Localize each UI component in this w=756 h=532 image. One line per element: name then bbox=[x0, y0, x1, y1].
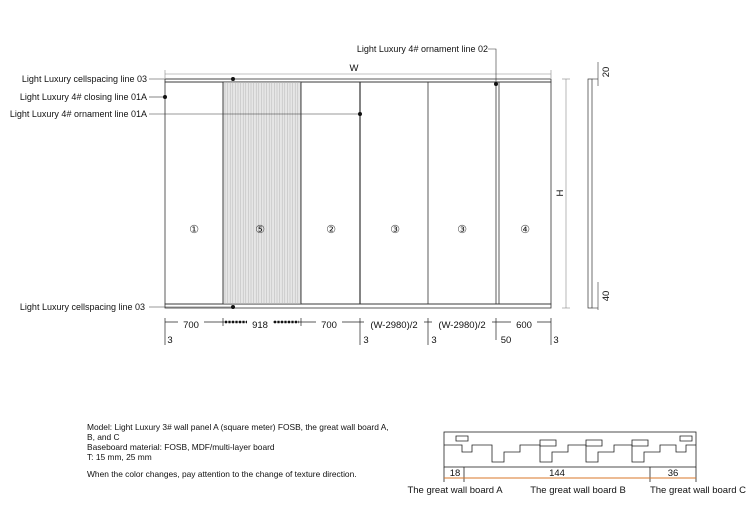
panel-number-4: ④ bbox=[520, 223, 530, 236]
section-dim-144: 144 bbox=[549, 468, 565, 479]
callout-cellspacing-line-top: Light Luxury cellspacing line 03 bbox=[22, 74, 147, 84]
top-cellspacing-strip bbox=[164, 78, 552, 83]
spec-notes: Model: Light Luxury 3# wall panel A (squ… bbox=[87, 422, 437, 479]
gap-dim-5: 3 bbox=[553, 335, 558, 346]
board-c-label: The great wall board C bbox=[650, 485, 746, 496]
dim-600: 600 bbox=[516, 320, 532, 331]
callout-closing-line: Light Luxury 4# closing line 01A bbox=[20, 92, 147, 102]
panel-number-3b: ③ bbox=[457, 223, 467, 236]
gap-dim-1: 3 bbox=[167, 335, 172, 346]
gap-dim-3: 3 bbox=[431, 335, 436, 346]
grooved-panel bbox=[222, 81, 302, 305]
callout-ornament-line-01a: Light Luxury 4# ornament line 01A bbox=[10, 109, 147, 119]
dim-w-expression-2: (W-2980)/2 bbox=[438, 320, 485, 331]
note-thickness: T: 15 mm, 25 mm bbox=[87, 452, 152, 462]
callout-cellspacing-line-bottom: Light Luxury cellspacing line 03 bbox=[20, 302, 145, 312]
note-material: Baseboard material: FOSB, MDF/multi-laye… bbox=[87, 442, 275, 452]
board-section-profile bbox=[443, 431, 697, 482]
wall-elevation bbox=[149, 48, 599, 310]
bottom-cellspacing-strip bbox=[164, 303, 552, 309]
note-model-cont: B, and C bbox=[87, 432, 120, 442]
panel-number-1: ① bbox=[189, 223, 199, 236]
note-model: Model: Light Luxury 3# wall panel A (squ… bbox=[87, 422, 389, 432]
height-label: H bbox=[555, 189, 566, 196]
dim-w-expression-1: (W-2980)/2 bbox=[370, 320, 417, 331]
bottom-dimension-chain bbox=[164, 318, 552, 345]
groove-hatch bbox=[224, 82, 301, 304]
top-strip-dimension: 20 bbox=[601, 67, 612, 78]
section-dim-36: 36 bbox=[668, 468, 679, 479]
section-dim-18: 18 bbox=[450, 468, 461, 479]
gap-dim-4: 50 bbox=[501, 335, 512, 346]
dim-700-left: 700 bbox=[183, 320, 199, 331]
leader-dots bbox=[163, 77, 498, 309]
width-label: W bbox=[350, 63, 359, 74]
gap-dim-2: 3 bbox=[363, 335, 368, 346]
board-a-label: The great wall board A bbox=[407, 485, 503, 496]
callout-ornament-line-02: Light Luxury 4# ornament line 02 bbox=[357, 44, 488, 54]
panel-number-2: ② bbox=[326, 223, 336, 236]
board-b-label: The great wall board B bbox=[530, 485, 626, 496]
dim-700-right: 700 bbox=[321, 320, 337, 331]
panel-number-5: ⑤ bbox=[255, 223, 265, 236]
panel-number-3a: ③ bbox=[390, 223, 400, 236]
note-texture: When the color changes, pay attention to… bbox=[87, 469, 357, 479]
dim-918: 918 bbox=[252, 320, 268, 331]
side-section bbox=[587, 78, 593, 309]
bottom-strip-dimension: 40 bbox=[601, 291, 612, 302]
